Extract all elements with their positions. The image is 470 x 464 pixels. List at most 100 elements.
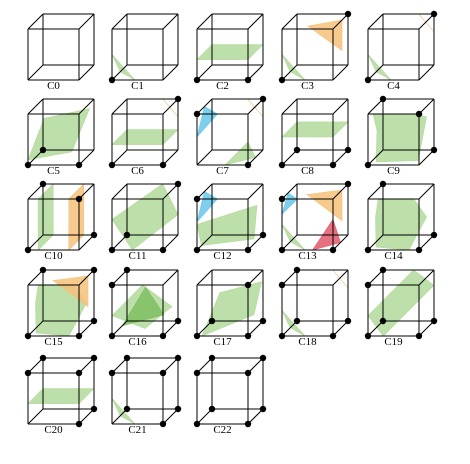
case-c14: C14	[364, 180, 438, 262]
cube-edge	[367, 149, 384, 166]
vertex-dot	[430, 146, 438, 154]
cube-edge	[78, 234, 95, 251]
case-label: C1	[131, 80, 144, 92]
vertex-dot	[244, 281, 252, 289]
vertex-dot	[75, 420, 83, 428]
cube-edge	[27, 183, 44, 200]
cube-edge	[418, 234, 435, 251]
vertex-dot	[159, 420, 167, 428]
cube-edge	[111, 269, 128, 286]
vertex-dot	[39, 180, 47, 188]
cube-edge	[281, 234, 298, 251]
vertex-dot	[193, 246, 201, 254]
case-c9: C9	[364, 95, 438, 177]
vertex-dot	[174, 354, 182, 362]
vertex-dot	[430, 10, 438, 18]
cube-edge	[367, 98, 384, 115]
case-c1: C1	[108, 13, 179, 92]
cube-edge	[367, 234, 384, 251]
vertex-dot	[208, 354, 216, 362]
vertex-dot	[108, 76, 116, 84]
case-label: C2	[216, 80, 229, 92]
cube-edge	[111, 183, 128, 200]
cube-edge	[196, 64, 213, 81]
vertex-dot	[415, 246, 423, 254]
cube-edge	[281, 64, 298, 81]
vertex-dot	[75, 332, 83, 340]
cube-edge	[332, 183, 349, 200]
cube-edge	[78, 320, 95, 337]
cube-edge	[247, 408, 264, 425]
cube-edge	[281, 98, 298, 115]
vertex-dot	[108, 246, 116, 254]
cube-edge	[162, 320, 179, 337]
vertex-dot	[415, 332, 423, 340]
cube-edge	[27, 64, 44, 81]
case-c21: C21	[108, 354, 182, 436]
green-surface-patch	[281, 54, 306, 81]
case-c4: C4	[364, 10, 438, 92]
case-c16: C16	[108, 266, 182, 348]
vertex-dot	[293, 146, 301, 154]
vertex-dot	[344, 317, 352, 325]
cube-edge	[281, 183, 298, 200]
green-surface-patch	[27, 388, 95, 404]
case-label: C22	[213, 424, 231, 436]
case-c8: C8	[278, 98, 352, 177]
cube-edge	[78, 149, 95, 166]
orange-surface-patch	[162, 98, 179, 118]
case-c22: C22	[193, 354, 267, 436]
vertex-dot	[159, 332, 167, 340]
green-surface-patch	[27, 108, 90, 161]
vertex-dot	[174, 405, 182, 413]
vertex-dot	[123, 354, 131, 362]
case-label: C15	[44, 336, 63, 348]
cube-edge	[247, 320, 264, 337]
cube-edge	[281, 269, 298, 286]
vertex-dot	[208, 405, 216, 413]
cube-edge	[162, 269, 179, 286]
vertex-dot	[75, 195, 83, 203]
cube-edge	[78, 64, 95, 81]
cube-edge	[196, 269, 213, 286]
case-c6: C6	[108, 95, 182, 177]
case-label: C8	[301, 165, 314, 177]
case-c20: C20	[24, 354, 98, 436]
green-surface-patch	[281, 224, 306, 251]
cube-edge	[332, 64, 349, 81]
green-surface-patch	[111, 54, 136, 81]
cube-edge	[111, 357, 128, 374]
cube-edge	[367, 269, 384, 286]
vertex-dot	[193, 420, 201, 428]
vertex-dot	[208, 317, 216, 325]
vertex-dot	[24, 332, 32, 340]
cube-edge	[418, 98, 435, 115]
vertex-dot	[174, 180, 182, 188]
case-c12: C12	[193, 183, 267, 262]
vertex-dot	[259, 354, 267, 362]
vertex-dot	[244, 369, 252, 377]
case-c5: C5	[24, 98, 95, 177]
case-c3: C3	[278, 10, 352, 92]
cube-edge	[196, 320, 213, 337]
vertex-dot	[364, 281, 372, 289]
cube-edge	[367, 320, 384, 337]
vertex-dot	[39, 354, 47, 362]
vertex-dot	[244, 246, 252, 254]
case-label: C13	[298, 250, 317, 262]
case-label: C18	[298, 336, 317, 348]
cube-edge	[196, 234, 213, 251]
cube-edge	[162, 183, 179, 200]
case-c11: C11	[108, 180, 182, 262]
vertex-dot	[108, 332, 116, 340]
cube-edge	[196, 98, 213, 115]
cube-edge	[78, 357, 95, 374]
green-surface-patch	[37, 183, 54, 251]
vertex-dot	[108, 281, 116, 289]
cube-edge	[332, 234, 349, 251]
cube-edge	[162, 357, 179, 374]
cube-edge	[27, 408, 44, 425]
vertex-dot	[430, 231, 438, 239]
case-label: C20	[44, 424, 63, 436]
vertex-dot	[90, 354, 98, 362]
